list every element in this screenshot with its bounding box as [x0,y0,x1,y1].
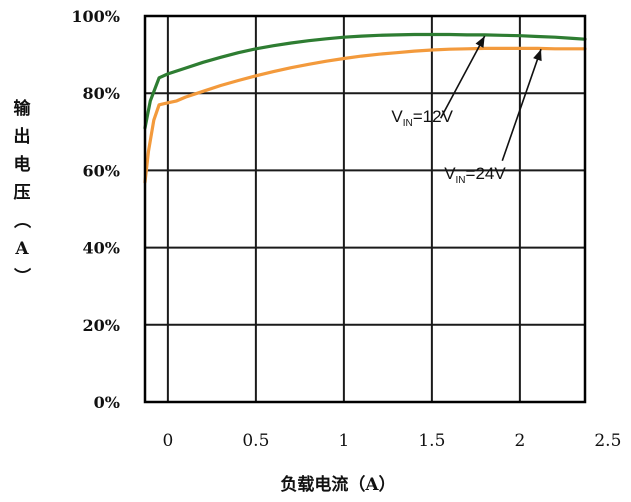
x-tick-label: 2 [514,431,525,451]
grid-lines [145,16,585,402]
annotation-label-0: VIN=12V [391,107,453,129]
plot-frame [143,14,587,404]
annotation-arrowhead-1 [533,49,542,62]
annotations: VIN=12V VIN=24V [391,35,542,186]
x-tick-labels: 0 0.5 1 1.5 2 2.5 [162,431,621,451]
y-axis-label-char: 压 [14,183,31,203]
x-tick-label: 0 [162,431,173,451]
series-lines [143,32,587,184]
annotation-arrow-0 [439,35,486,119]
y-axis-label-char: 出 [14,126,31,147]
y-axis-label-char: （ [11,212,32,229]
y-axis-label-char: 电 [14,154,31,175]
series-line-0 [143,32,587,130]
x-tick-label: 1.5 [418,431,445,451]
y-tick-label: 0% [94,393,120,412]
y-tick-label: 100% [71,7,120,26]
y-axis-label-char: A [14,239,29,259]
x-tick-label: 2.5 [594,431,621,451]
y-axis-label-char: ） [11,268,32,285]
annotation-arrowhead-0 [475,36,485,48]
series-line-1 [143,46,587,184]
annotation-label-1: VIN=24V [444,164,506,186]
y-tick-label: 60% [83,161,120,180]
x-tick-label: 1 [338,431,349,451]
annotation-arrow-1 [501,48,542,162]
x-axis-label: 负载电流（A） [280,474,395,495]
y-tick-label: 40% [83,239,120,258]
x-tick-label: 0.5 [242,431,269,451]
y-tick-label: 80% [83,84,120,103]
y-tick-label: 20% [83,316,120,335]
y-axis-label-char: 输 [14,98,32,119]
y-tick-labels: 0% 20% 40% 60% 80% 100% [71,7,120,412]
